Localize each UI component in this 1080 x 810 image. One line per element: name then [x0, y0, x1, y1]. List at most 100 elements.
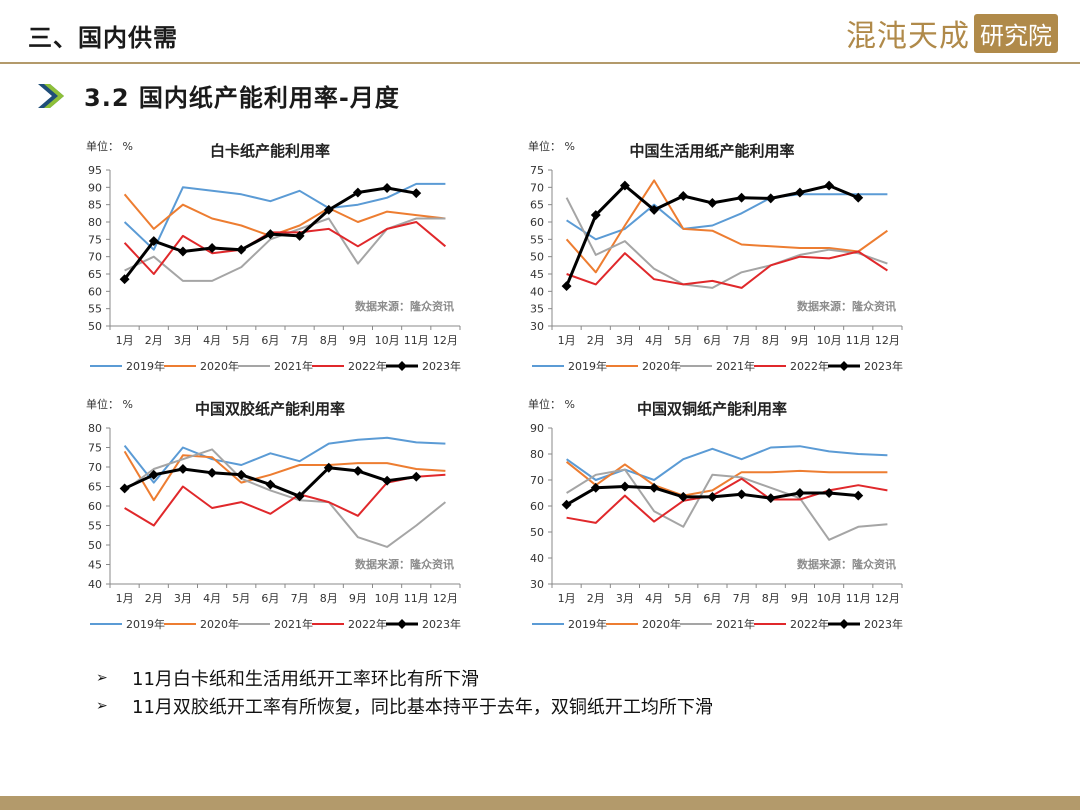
y-tick-label: 55	[530, 233, 544, 246]
data-point-2023	[352, 465, 363, 476]
x-tick-label: 3月	[616, 334, 634, 347]
y-tick-label: 95	[88, 164, 102, 177]
data-point-2023	[707, 197, 718, 208]
x-tick-label: 12月	[433, 592, 458, 605]
x-tick-label: 8月	[762, 592, 780, 605]
y-tick-label: 75	[88, 233, 102, 246]
y-tick-label: 30	[530, 320, 544, 333]
y-tick-label: 30	[530, 578, 544, 591]
data-point-2023	[177, 464, 188, 474]
y-tick-label: 65	[88, 268, 102, 281]
data-point-2023	[678, 491, 689, 502]
series-line-2019年	[566, 445, 888, 481]
x-tick-label: 6月	[261, 592, 279, 605]
data-point-2023	[323, 462, 334, 473]
legend-label: 2021年	[274, 359, 313, 373]
x-tick-label: 9月	[349, 592, 367, 605]
data-point-2023	[119, 483, 130, 494]
series-line-2022年	[566, 250, 888, 289]
data-point-2023	[177, 246, 188, 257]
data-point-2023	[411, 471, 422, 482]
y-tick-label: 75	[530, 164, 544, 177]
legend-label: 2023年	[864, 617, 903, 631]
x-tick-label: 5月	[232, 334, 250, 347]
series-line-2020年	[565, 461, 888, 497]
x-tick-label: 5月	[674, 334, 692, 347]
y-tick-label: 80	[88, 422, 102, 435]
x-tick-label: 7月	[733, 592, 751, 605]
company-logo: 混沌天成 研究院	[846, 12, 1058, 54]
legend-label: 2020年	[642, 617, 681, 631]
y-tick-label: 70	[88, 251, 102, 264]
chart-white-card: 白卡纸产能利用率 单位： % 50 55 60 65 70 75 80 85 90 95 1月 2月 3月 4…	[70, 130, 540, 380]
legend-label: 2023年	[422, 617, 461, 631]
data-point-2023	[736, 489, 747, 500]
y-tick-label: 60	[88, 285, 102, 298]
source-note: 数据来源：隆众资讯	[797, 557, 896, 571]
x-tick-label: 12月	[875, 334, 900, 347]
chart-title: 中国生活用纸产能利用率	[629, 142, 794, 160]
legend-label: 2021年	[274, 617, 313, 631]
data-point-2023	[382, 475, 393, 486]
legend-label: 2019年	[568, 617, 607, 631]
x-tick-label: 2月	[145, 334, 163, 347]
legend-label: 2021年	[716, 617, 755, 631]
y-tick-label: 60	[530, 500, 544, 513]
legend-marker	[397, 361, 407, 371]
data-point-2023	[736, 192, 747, 203]
y-tick-label: 70	[530, 474, 544, 487]
x-tick-label: 1月	[558, 334, 576, 347]
footer-bar	[0, 796, 1080, 810]
y-tick-label: 35	[530, 303, 544, 316]
y-tick-label: 50	[88, 539, 102, 552]
y-tick-label: 45	[530, 268, 544, 281]
legend-marker	[397, 619, 407, 629]
legend-label: 2019年	[126, 617, 165, 631]
x-tick-label: 3月	[616, 592, 634, 605]
chart-svg-3: 中国双铜纸产能利用率 单位： % 30 40 50 60 70 80 90 1月 2月 3月 4月 5月 6…	[528, 397, 903, 631]
chevron-right-icon	[38, 83, 64, 108]
chart-svg-1: 中国生活用纸产能利用率 单位： % 30 35 40 45 50 55 60 65 70 75 1月 2月…	[528, 139, 903, 373]
data-point-2023	[207, 243, 218, 253]
legend-marker	[839, 619, 849, 629]
chart-title: 中国双胶纸产能利用率	[195, 400, 345, 418]
legend-marker	[839, 361, 849, 371]
x-tick-label: 8月	[320, 334, 338, 347]
x-tick-label: 9月	[791, 334, 809, 347]
y-tick-label: 60	[88, 500, 102, 513]
bullet-item: ➢ 11月双胶纸开工率有所恢复，同比基本持平于去年，双铜纸开工均所下滑	[96, 692, 713, 720]
x-tick-label: 5月	[674, 592, 692, 605]
x-tick-label: 9月	[791, 592, 809, 605]
x-tick-label: 11月	[404, 334, 429, 347]
series-line-2020年	[123, 450, 446, 502]
bullet-list: ➢ 11月白卡纸和生活用纸开工率环比有所下滑 ➢ 11月双胶纸开工率有所恢复，同…	[96, 664, 713, 720]
bullet-text: 11月双胶纸开工率有所恢复，同比基本持平于去年，双铜纸开工均所下滑	[132, 697, 713, 718]
y-tick-label: 80	[530, 448, 544, 461]
chart-svg-2: 中国双胶纸产能利用率 单位： % 40 45 50 55 60 65 70 75 80 1月 2月 3月 4…	[86, 397, 461, 631]
x-tick-label: 12月	[875, 592, 900, 605]
legend-label: 2020年	[642, 359, 681, 373]
unit-label: 单位： %	[528, 397, 575, 411]
legend-label: 2022年	[348, 359, 387, 373]
x-tick-label: 12月	[433, 334, 458, 347]
x-tick-label: 3月	[174, 592, 192, 605]
y-tick-label: 90	[530, 422, 544, 435]
x-tick-label: 1月	[116, 334, 134, 347]
source-note: 数据来源：隆众资讯	[797, 299, 896, 313]
y-tick-label: 40	[530, 552, 544, 565]
y-tick-label: 70	[88, 461, 102, 474]
x-tick-label: 2月	[145, 592, 163, 605]
logo-box: 研究院	[974, 13, 1058, 53]
chart-household-paper: 中国生活用纸产能利用率 单位： % 30 35 40 45 50 55 60 65 70 75 1月 2月…	[512, 130, 982, 380]
header-rule	[0, 62, 1080, 64]
data-point-2023	[590, 210, 601, 220]
x-tick-label: 7月	[291, 334, 309, 347]
series-line-2022年	[566, 477, 888, 524]
x-tick-label: 8月	[762, 334, 780, 347]
y-tick-label: 65	[530, 199, 544, 212]
chart-coated-paper: 中国双铜纸产能利用率 单位： % 30 40 50 60 70 80 90 1月 2月 3月 4月 5月 6…	[512, 388, 982, 638]
data-point-2023	[236, 469, 247, 480]
series-line-2020年	[565, 179, 888, 274]
x-tick-label: 4月	[645, 592, 663, 605]
data-point-2023	[794, 187, 805, 198]
